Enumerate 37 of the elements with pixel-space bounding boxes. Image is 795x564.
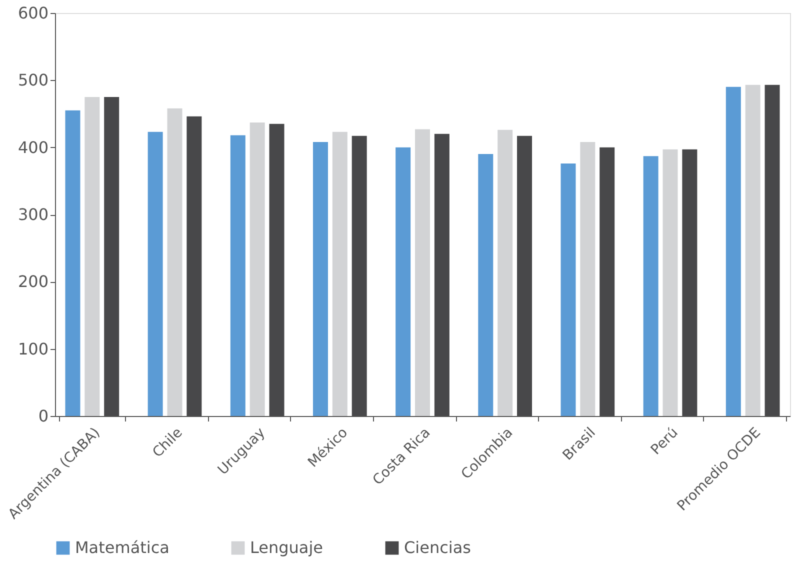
bar: [250, 122, 265, 416]
bar: [396, 147, 411, 416]
legend-label: Lenguaje: [250, 538, 324, 557]
bar: [230, 135, 246, 416]
y-tick-label: 300: [18, 205, 48, 224]
bar: [498, 130, 513, 416]
y-tick-label: 400: [18, 138, 48, 157]
bar: [682, 149, 698, 416]
bar: [560, 163, 576, 416]
bar: [517, 136, 532, 416]
bar: [662, 149, 678, 416]
bar: [415, 129, 430, 416]
bar: [148, 132, 163, 416]
bar: [478, 154, 494, 416]
bar: [600, 147, 615, 416]
bar: [167, 108, 182, 416]
y-tick-label: 500: [18, 70, 48, 90]
bar: [186, 116, 202, 416]
bar: [726, 86, 741, 416]
legend-label: Ciencias: [404, 538, 471, 557]
bar: [104, 96, 120, 416]
bar: [352, 136, 367, 416]
y-tick-label: 0: [38, 406, 48, 426]
bar: [84, 96, 100, 416]
bar: [764, 84, 780, 416]
legend-label: Matemática: [75, 538, 170, 557]
y-tick-label: 200: [18, 272, 48, 292]
bar: [312, 142, 328, 416]
bar: [269, 124, 284, 416]
bar: [643, 156, 658, 416]
bar: [745, 84, 760, 416]
bar: [65, 110, 80, 416]
bar: [434, 134, 450, 416]
bar: [580, 142, 596, 416]
bar: [332, 132, 348, 416]
y-tick-label: 100: [18, 339, 48, 358]
y-tick-label: 600: [18, 4, 48, 22]
